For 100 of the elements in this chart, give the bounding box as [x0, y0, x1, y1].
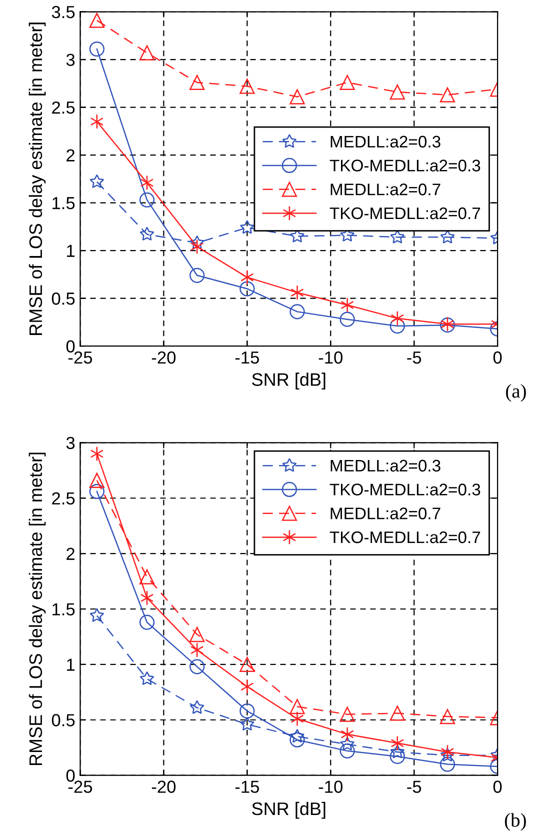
point	[340, 312, 355, 327]
point	[440, 708, 456, 724]
point	[190, 626, 205, 642]
point	[390, 230, 405, 244]
point	[240, 281, 255, 296]
point	[89, 12, 104, 28]
point	[90, 608, 104, 622]
y-tick-label: 0.5	[52, 292, 75, 305]
y-axis-title: RMSE of LOS delay estimate [in meter]	[28, 452, 46, 766]
point	[240, 679, 254, 694]
point	[89, 41, 104, 57]
text: (b)	[504, 813, 526, 831]
x-axis-title: SNR [dB]	[252, 802, 326, 819]
point	[139, 45, 155, 60]
point	[240, 78, 255, 94]
point	[440, 756, 456, 772]
y-axis-title: RMSE of LOS delay estimate [in meter]	[28, 22, 46, 335]
x-tick-label: -5	[407, 780, 422, 793]
y-tick-label: 1.5	[52, 603, 75, 616]
x-tick-label: 0	[493, 351, 502, 364]
y-tick-label: 0.5	[52, 714, 75, 726]
point	[390, 310, 404, 326]
y-tick-label: 0	[66, 769, 75, 782]
point	[240, 220, 254, 234]
point	[190, 659, 205, 674]
point	[290, 711, 304, 726]
x-axis-title: SNR [dB]	[252, 372, 326, 390]
point	[290, 89, 305, 104]
y-tick-label: 3	[66, 54, 75, 66]
point	[390, 744, 405, 758]
point	[290, 304, 305, 320]
point	[89, 472, 104, 488]
x-tick-label: 0	[493, 780, 502, 793]
point	[440, 744, 454, 760]
x-tick-label: -20	[152, 780, 176, 793]
legend-label: TKO-MEDLL:a2=0.7	[330, 207, 480, 220]
legend-label: TKO-MEDLL:a2=0.3	[330, 160, 480, 172]
point	[340, 706, 355, 722]
y-tick-label: 1	[67, 244, 75, 257]
point	[240, 656, 255, 672]
point	[340, 736, 355, 751]
point	[290, 732, 305, 748]
point	[139, 614, 155, 630]
point	[190, 700, 204, 714]
point	[139, 569, 155, 584]
y-tick-label: 2.5	[52, 492, 75, 505]
point	[440, 230, 455, 244]
point	[140, 175, 154, 190]
x-tick-label: -15	[235, 352, 259, 364]
x-tick-label: -5	[407, 352, 422, 364]
point	[190, 642, 204, 658]
legend-label: MEDLL:a2=0.3	[330, 460, 440, 472]
x-tick-label: -10	[318, 351, 342, 364]
point	[440, 748, 455, 762]
y-tick-label: 1	[67, 658, 75, 671]
x-tick-label: -25	[68, 780, 92, 793]
point	[340, 743, 355, 758]
point	[390, 318, 405, 334]
point	[240, 270, 254, 285]
point	[90, 174, 104, 188]
point	[90, 114, 104, 130]
point	[140, 226, 154, 241]
point	[89, 484, 104, 500]
x-tick-label: -20	[152, 351, 176, 364]
point	[190, 235, 204, 250]
point	[290, 728, 304, 743]
legend-label: MEDLL:a2=0.3	[330, 136, 440, 148]
point	[390, 84, 405, 100]
x-tick-label: -10	[318, 780, 342, 793]
point	[190, 239, 204, 254]
point	[90, 446, 104, 462]
y-tick-label: 3	[66, 436, 75, 450]
point	[290, 285, 304, 300]
point	[140, 590, 154, 606]
point	[340, 726, 354, 742]
text: (a)	[506, 384, 526, 402]
x-tick-label: -15	[235, 780, 259, 793]
y-tick-label: 2	[66, 548, 74, 560]
legend-label: TKO-MEDLL:a2=0.3	[330, 484, 480, 496]
legend-label: MEDLL:a2=0.7	[330, 184, 440, 196]
point	[240, 716, 254, 731]
point	[190, 268, 205, 283]
point	[240, 703, 255, 719]
legend-label: TKO-MEDLL:a2=0.7	[330, 531, 480, 544]
point	[190, 74, 205, 90]
point	[390, 748, 405, 764]
y-tick-label: 0	[66, 340, 75, 353]
y-tick-label: 2.5	[52, 101, 75, 114]
point	[340, 74, 355, 90]
point	[440, 87, 456, 102]
y-tick-label: 3.5	[52, 6, 75, 18]
point	[390, 736, 404, 751]
point	[139, 192, 155, 208]
point	[140, 671, 154, 686]
y-tick-label: 2	[66, 149, 74, 162]
point	[290, 699, 305, 714]
point	[390, 706, 405, 721]
x-tick-label: -25	[68, 351, 92, 364]
point	[340, 297, 354, 313]
y-tick-label: 1.5	[52, 197, 75, 210]
